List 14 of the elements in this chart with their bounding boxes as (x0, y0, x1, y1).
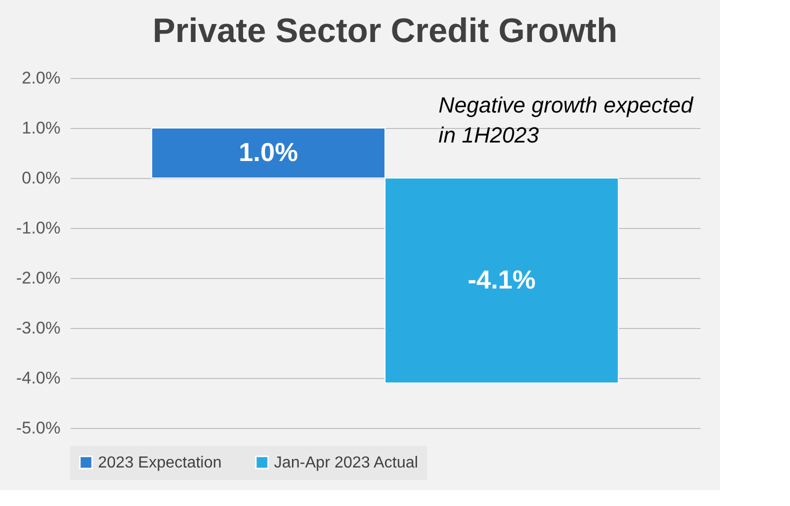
y-tick-label: -4.0% (16, 368, 60, 388)
y-tick-label: -3.0% (16, 318, 60, 338)
data-label: 1.0% (238, 137, 298, 167)
legend-label: 2023 Expectation (98, 454, 222, 472)
chart-title: Private Sector Credit Growth (152, 12, 618, 50)
legend-label: Jan-Apr 2023 Actual (274, 454, 418, 472)
data-label: -4.1% (468, 264, 536, 294)
y-tick-label: -5.0% (16, 418, 60, 438)
y-tick-label: -1.0% (16, 218, 60, 238)
y-tick-label: 2.0% (22, 68, 60, 88)
y-tick-label: -2.0% (16, 268, 60, 288)
y-tick-label: 0.0% (22, 168, 60, 188)
annotation: Negative growth expected in 1H2023 (438, 92, 694, 148)
y-tick-label: 1.0% (22, 118, 60, 138)
